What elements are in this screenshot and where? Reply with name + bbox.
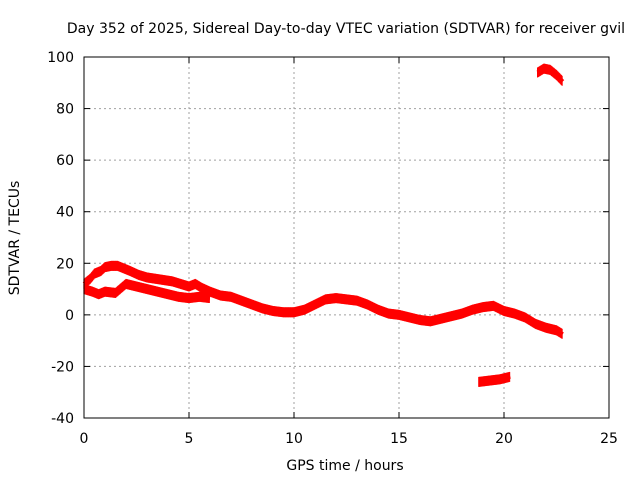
x-tick-label: 15 (390, 431, 408, 447)
x-tick-label: 0 (80, 431, 89, 447)
axis-ticks (83, 56, 610, 419)
y-tick-label: 80 (56, 102, 74, 118)
series-high-trace (536, 63, 565, 86)
x-tick-label: 5 (185, 431, 194, 447)
plot-frame (83, 56, 610, 419)
x-tick-label: 20 (495, 431, 513, 447)
y-tick-label: 0 (65, 308, 74, 324)
y-tick-label: -20 (51, 359, 74, 375)
y-tick-label: 40 (56, 205, 74, 221)
series-line (478, 374, 511, 384)
y-tick-label: 60 (56, 153, 74, 169)
series-line (82, 263, 564, 336)
data-series (82, 63, 565, 387)
grid (84, 57, 609, 418)
series-offset-trace (478, 371, 511, 387)
y-axis-label: SDTVAR / TECUs (7, 181, 23, 296)
series-line (83, 281, 211, 301)
x-axis-label: GPS time / hours (286, 458, 403, 474)
chart-title: Day 352 of 2025, Sidereal Day-to-day VTE… (67, 21, 625, 37)
x-tick-label: 25 (600, 431, 618, 447)
series-line (536, 66, 565, 83)
y-tick-label: 100 (47, 50, 74, 66)
y-tick-label: -40 (51, 411, 74, 427)
tick-labels: 0 5 10 15 20 25 -40 -20 0 20 40 60 80 100 (47, 50, 618, 447)
y-tick-label: 20 (56, 256, 74, 272)
series-lower-branch (83, 278, 211, 304)
x-tick-label: 10 (285, 431, 303, 447)
series-main-trace (82, 260, 564, 339)
